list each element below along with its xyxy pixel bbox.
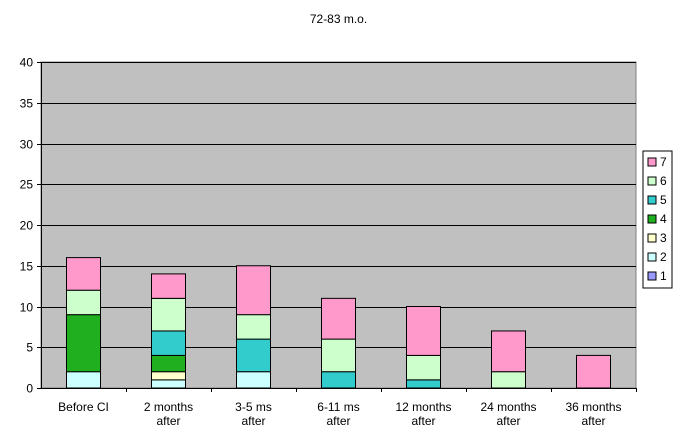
y-tick-label: 10 [20,301,34,315]
x-tick-label: after [241,414,265,428]
bar-segment-5-cat-3 [321,371,356,389]
bar-segment-6-cat-4 [406,354,441,381]
bar-segment-4-cat-0 [66,314,101,373]
y-tick-label: 15 [20,260,34,274]
x-tick-label: after [411,414,435,428]
y-tick-label: 20 [20,219,34,233]
legend-label-6: 6 [660,174,667,188]
x-tick-label: after [156,414,180,428]
x-tick-label: 24 months [480,400,536,414]
x-tick-label: 3-5 ms [235,400,272,414]
legend [642,150,673,289]
legend-label-2: 2 [660,250,667,264]
bar-segment-7-cat-3 [321,297,356,340]
y-tick-label: 40 [20,56,34,70]
bar-segment-7-cat-2 [236,265,271,316]
x-tick-label: 6-11 ms [317,400,359,414]
bar-segment-4-cat-1 [151,354,186,373]
legend-label-3: 3 [660,231,667,245]
bar-segment-7-cat-0 [66,257,101,291]
x-tick-label: 2 months [144,400,193,414]
bar-segment-7-cat-5 [491,330,526,373]
bar-segment-2-cat-2 [236,371,271,389]
bar-segment-6-cat-2 [236,314,271,340]
legend-label-4: 4 [660,212,667,226]
bar-segment-6-cat-3 [321,338,356,373]
y-tick-label: 5 [26,341,33,355]
y-tick-label: 30 [20,138,34,152]
legend-label-1: 1 [660,269,667,283]
bar-segment-7-cat-6 [576,354,611,389]
y-tick-label: 35 [20,97,34,111]
legend-swatch-4 [647,214,657,224]
legend-label-5: 5 [660,193,667,207]
bar-segment-5-cat-1 [151,330,186,356]
legend-swatch-5 [647,195,657,205]
x-tick-label: 12 months [395,400,451,414]
bar-segment-5-cat-4 [406,379,441,389]
x-tick-label: after [496,414,520,428]
bar-segment-6-cat-5 [491,371,526,389]
x-tick-label: 36 months [565,400,621,414]
chart-title: 72-83 m.o. [309,12,368,26]
legend-swatch-1 [647,271,657,281]
legend-label-7: 7 [660,155,667,169]
x-tick-label: after [581,414,605,428]
legend-swatch-3 [647,233,657,243]
legend-swatch-7 [647,157,657,167]
bar-segment-7-cat-1 [151,273,186,299]
bar-segment-5-cat-2 [236,338,271,373]
y-tick-label: 0 [26,382,33,396]
bar-segment-6-cat-1 [151,297,186,332]
bar-segment-2-cat-0 [66,371,101,389]
bar-segment-2-cat-1 [151,379,186,389]
y-tick-label: 25 [20,178,34,192]
bar-segment-3-cat-1 [151,371,186,381]
legend-swatch-6 [647,176,657,186]
bar-segment-6-cat-0 [66,289,101,316]
x-tick-label: Before CI [58,400,109,414]
bar-segment-7-cat-4 [406,306,441,356]
legend-swatch-2 [647,252,657,262]
x-tick-label: after [326,414,350,428]
